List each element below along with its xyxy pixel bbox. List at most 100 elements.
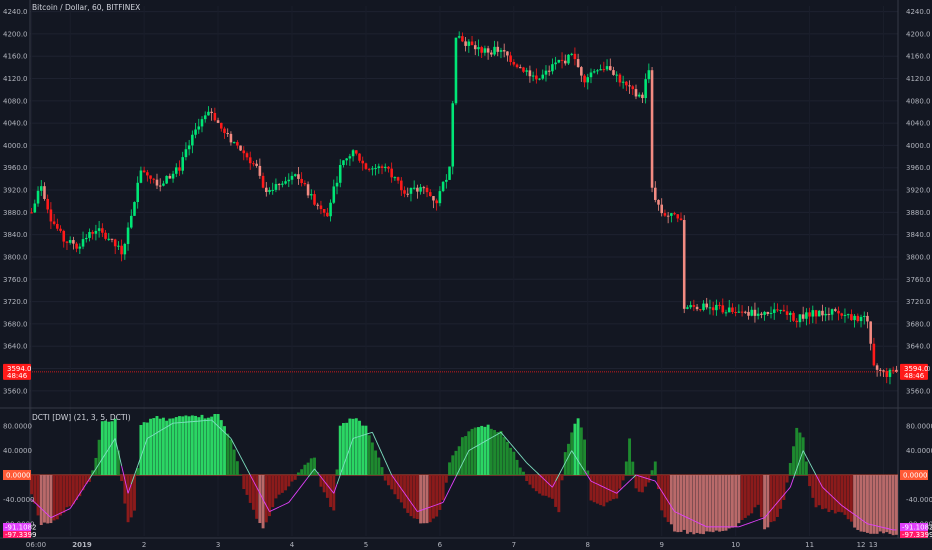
indicator-tick-right: 40.0000 (906, 447, 932, 455)
dcti-signal-segment (622, 483, 627, 488)
candle-body (348, 156, 352, 159)
dcti-signal-segment (532, 468, 537, 473)
indicator-value-badges-left-2-text: -97.3399 (5, 531, 36, 539)
dcti-bar (833, 475, 837, 514)
price-tick-right: 4000.0 (906, 142, 931, 150)
dcti-bar (634, 475, 638, 489)
dcti-signal-segment (603, 486, 608, 490)
last-price-badge-right-value: 3594.0 (904, 365, 929, 373)
dcti-signal-segment (680, 514, 685, 517)
dcti-signal-segment (413, 506, 418, 512)
candle-body (853, 315, 856, 321)
time-label: 2019 (72, 541, 92, 549)
dcti-bar (406, 475, 410, 513)
dcti-signal-segment (301, 481, 306, 486)
dcti-bar (573, 423, 577, 475)
time-label: 10 (731, 541, 740, 549)
dcti-bar (885, 475, 889, 533)
dcti-bar (126, 475, 130, 523)
dcti-signal-segment (410, 502, 415, 508)
dcti-signal-segment (639, 475, 643, 478)
dcti-bar (178, 416, 181, 475)
dcti-bar (460, 437, 464, 475)
dcti-bar (412, 475, 416, 519)
dcti-bar (322, 475, 326, 493)
dcti-signal-segment (497, 431, 502, 435)
candle-body (293, 174, 297, 176)
candle-body (284, 181, 287, 184)
candle-body (400, 180, 403, 191)
dcti-signal-segment (526, 462, 531, 467)
candle-body (313, 194, 316, 205)
price-tick-left: 4040.0 (3, 120, 28, 128)
dcti-bar (354, 418, 358, 475)
dcti-bar (821, 475, 824, 510)
dcti-bar (197, 417, 201, 475)
dcti-signal-segment (423, 507, 428, 510)
dcti-bar (882, 475, 885, 534)
candle-body (789, 312, 792, 315)
dcti-bar (798, 432, 802, 475)
dcti-bar (769, 475, 773, 523)
candle-body (335, 182, 339, 187)
dcti-bar (493, 430, 496, 475)
dcti-bar (486, 424, 490, 475)
dcti-signal-segment (465, 450, 470, 458)
candle-body (869, 321, 872, 344)
candle-body (355, 150, 358, 154)
dcti-bar (862, 475, 866, 532)
candle-body (361, 160, 365, 164)
dcti-bar (380, 467, 384, 475)
price-series[interactable] (30, 31, 898, 385)
dcti-signal-segment (478, 442, 482, 446)
dcti-bar (30, 475, 34, 495)
dcti-signal-segment (777, 498, 782, 503)
dcti-signal-segment (323, 480, 328, 486)
dcti-signal-segment (159, 428, 164, 432)
last-price-badge-left (3, 363, 31, 380)
candle-body (428, 192, 432, 197)
dcti-signal-segment (670, 506, 675, 512)
candle-body (432, 196, 435, 201)
dcti-bar (448, 462, 451, 475)
dcti-bar (351, 418, 355, 475)
dcti-signal-segment (500, 432, 505, 437)
dcti-signal-segment (651, 479, 656, 482)
dcti-bar (361, 425, 365, 475)
dcti-bar (737, 475, 741, 524)
dcti-signal-segment (835, 499, 839, 503)
dcti-signal-segment (236, 450, 241, 457)
dcti-signal-segment (449, 482, 454, 490)
price-tick-left: 4240.0 (3, 8, 28, 16)
dcti-bar (287, 475, 291, 487)
price-tick-left: 3720.0 (3, 298, 28, 306)
dcti-signal-segment (484, 439, 489, 442)
candle-body (461, 36, 464, 42)
candle-body (888, 369, 892, 377)
dcti-signal-segment (310, 468, 315, 474)
dcti-bar (277, 475, 281, 495)
dcti-signal-segment (519, 454, 524, 460)
dcti-bar (644, 475, 648, 487)
candle-body (342, 160, 345, 166)
candle-body (634, 89, 638, 97)
candle-body (538, 78, 541, 80)
candle-body (840, 313, 844, 316)
candle-body (261, 175, 265, 188)
candle-body (303, 183, 307, 185)
dcti-bar (59, 475, 62, 516)
dcti-bar (624, 461, 628, 475)
dcti-signal-segment (400, 488, 405, 494)
dcti-bar (242, 475, 246, 490)
price-tick-right: 4080.0 (906, 97, 931, 105)
dcti-bar (872, 475, 876, 534)
dcti-signal-segment (664, 496, 669, 502)
candle-body (673, 213, 676, 215)
time-label: 9 (659, 541, 663, 549)
candle-body (207, 111, 210, 116)
dcti-signal-segment (336, 474, 341, 485)
candle-body (763, 311, 766, 315)
candle-body (734, 312, 737, 314)
dcti-signal-segment (314, 468, 319, 474)
